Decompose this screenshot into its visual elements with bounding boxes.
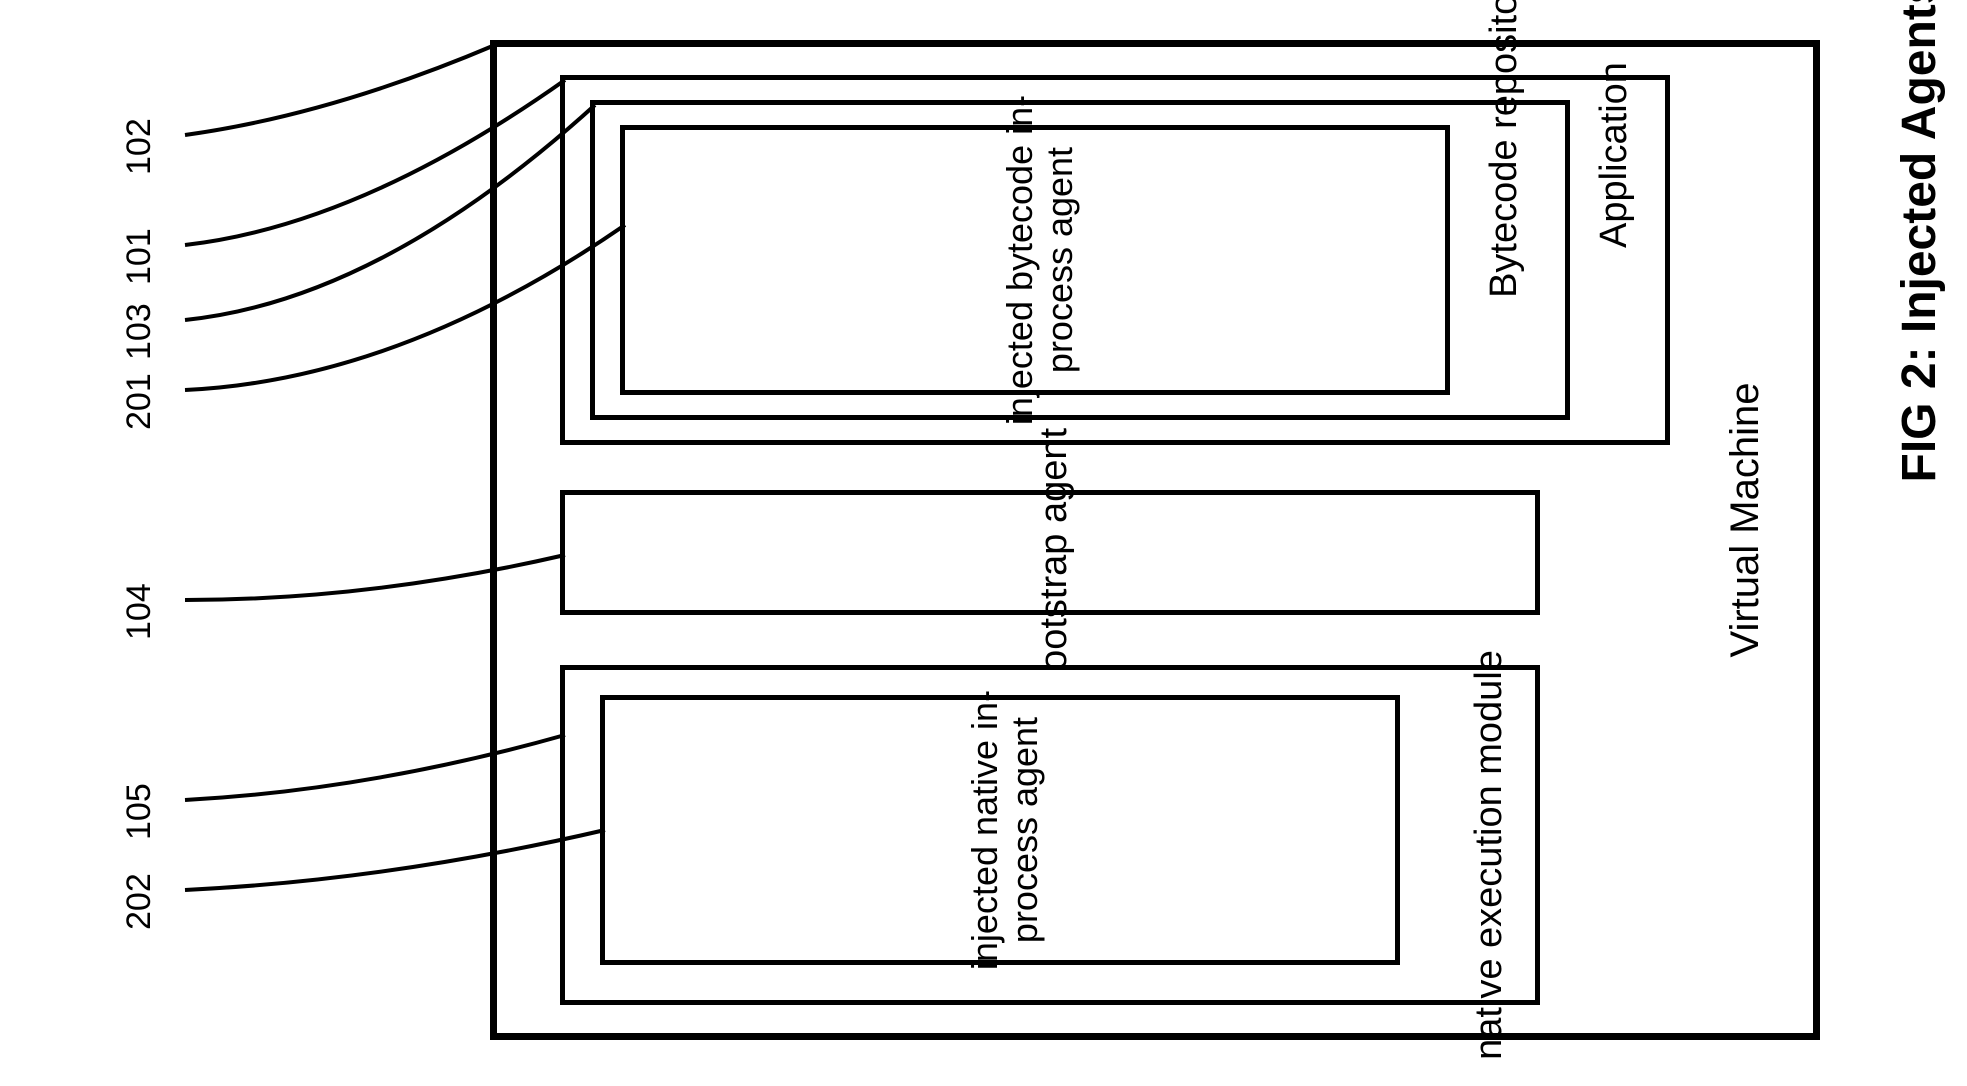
ref-102: 102 <box>120 95 160 175</box>
ref-202: 202 <box>120 850 160 930</box>
ref-201: 201 <box>120 350 160 430</box>
label-virtual-machine: Virtual Machine <box>1720 320 1770 720</box>
label-application: Application <box>1590 5 1640 305</box>
ref-103: 103 <box>120 280 160 360</box>
ref-101: 101 <box>120 205 160 285</box>
ref-105: 105 <box>120 760 160 840</box>
label-bytecode-repository: Bytecode repository <box>1480 0 1530 355</box>
figure-title: FIG 2: Injected Agents <box>1890 0 1950 510</box>
label-injected-native-agent: injected native in-process agent <box>830 655 1180 1005</box>
figure-canvas: FIG 2: Injected Agents Virtual Machine A… <box>0 0 1967 1086</box>
ref-104: 104 <box>120 560 160 640</box>
